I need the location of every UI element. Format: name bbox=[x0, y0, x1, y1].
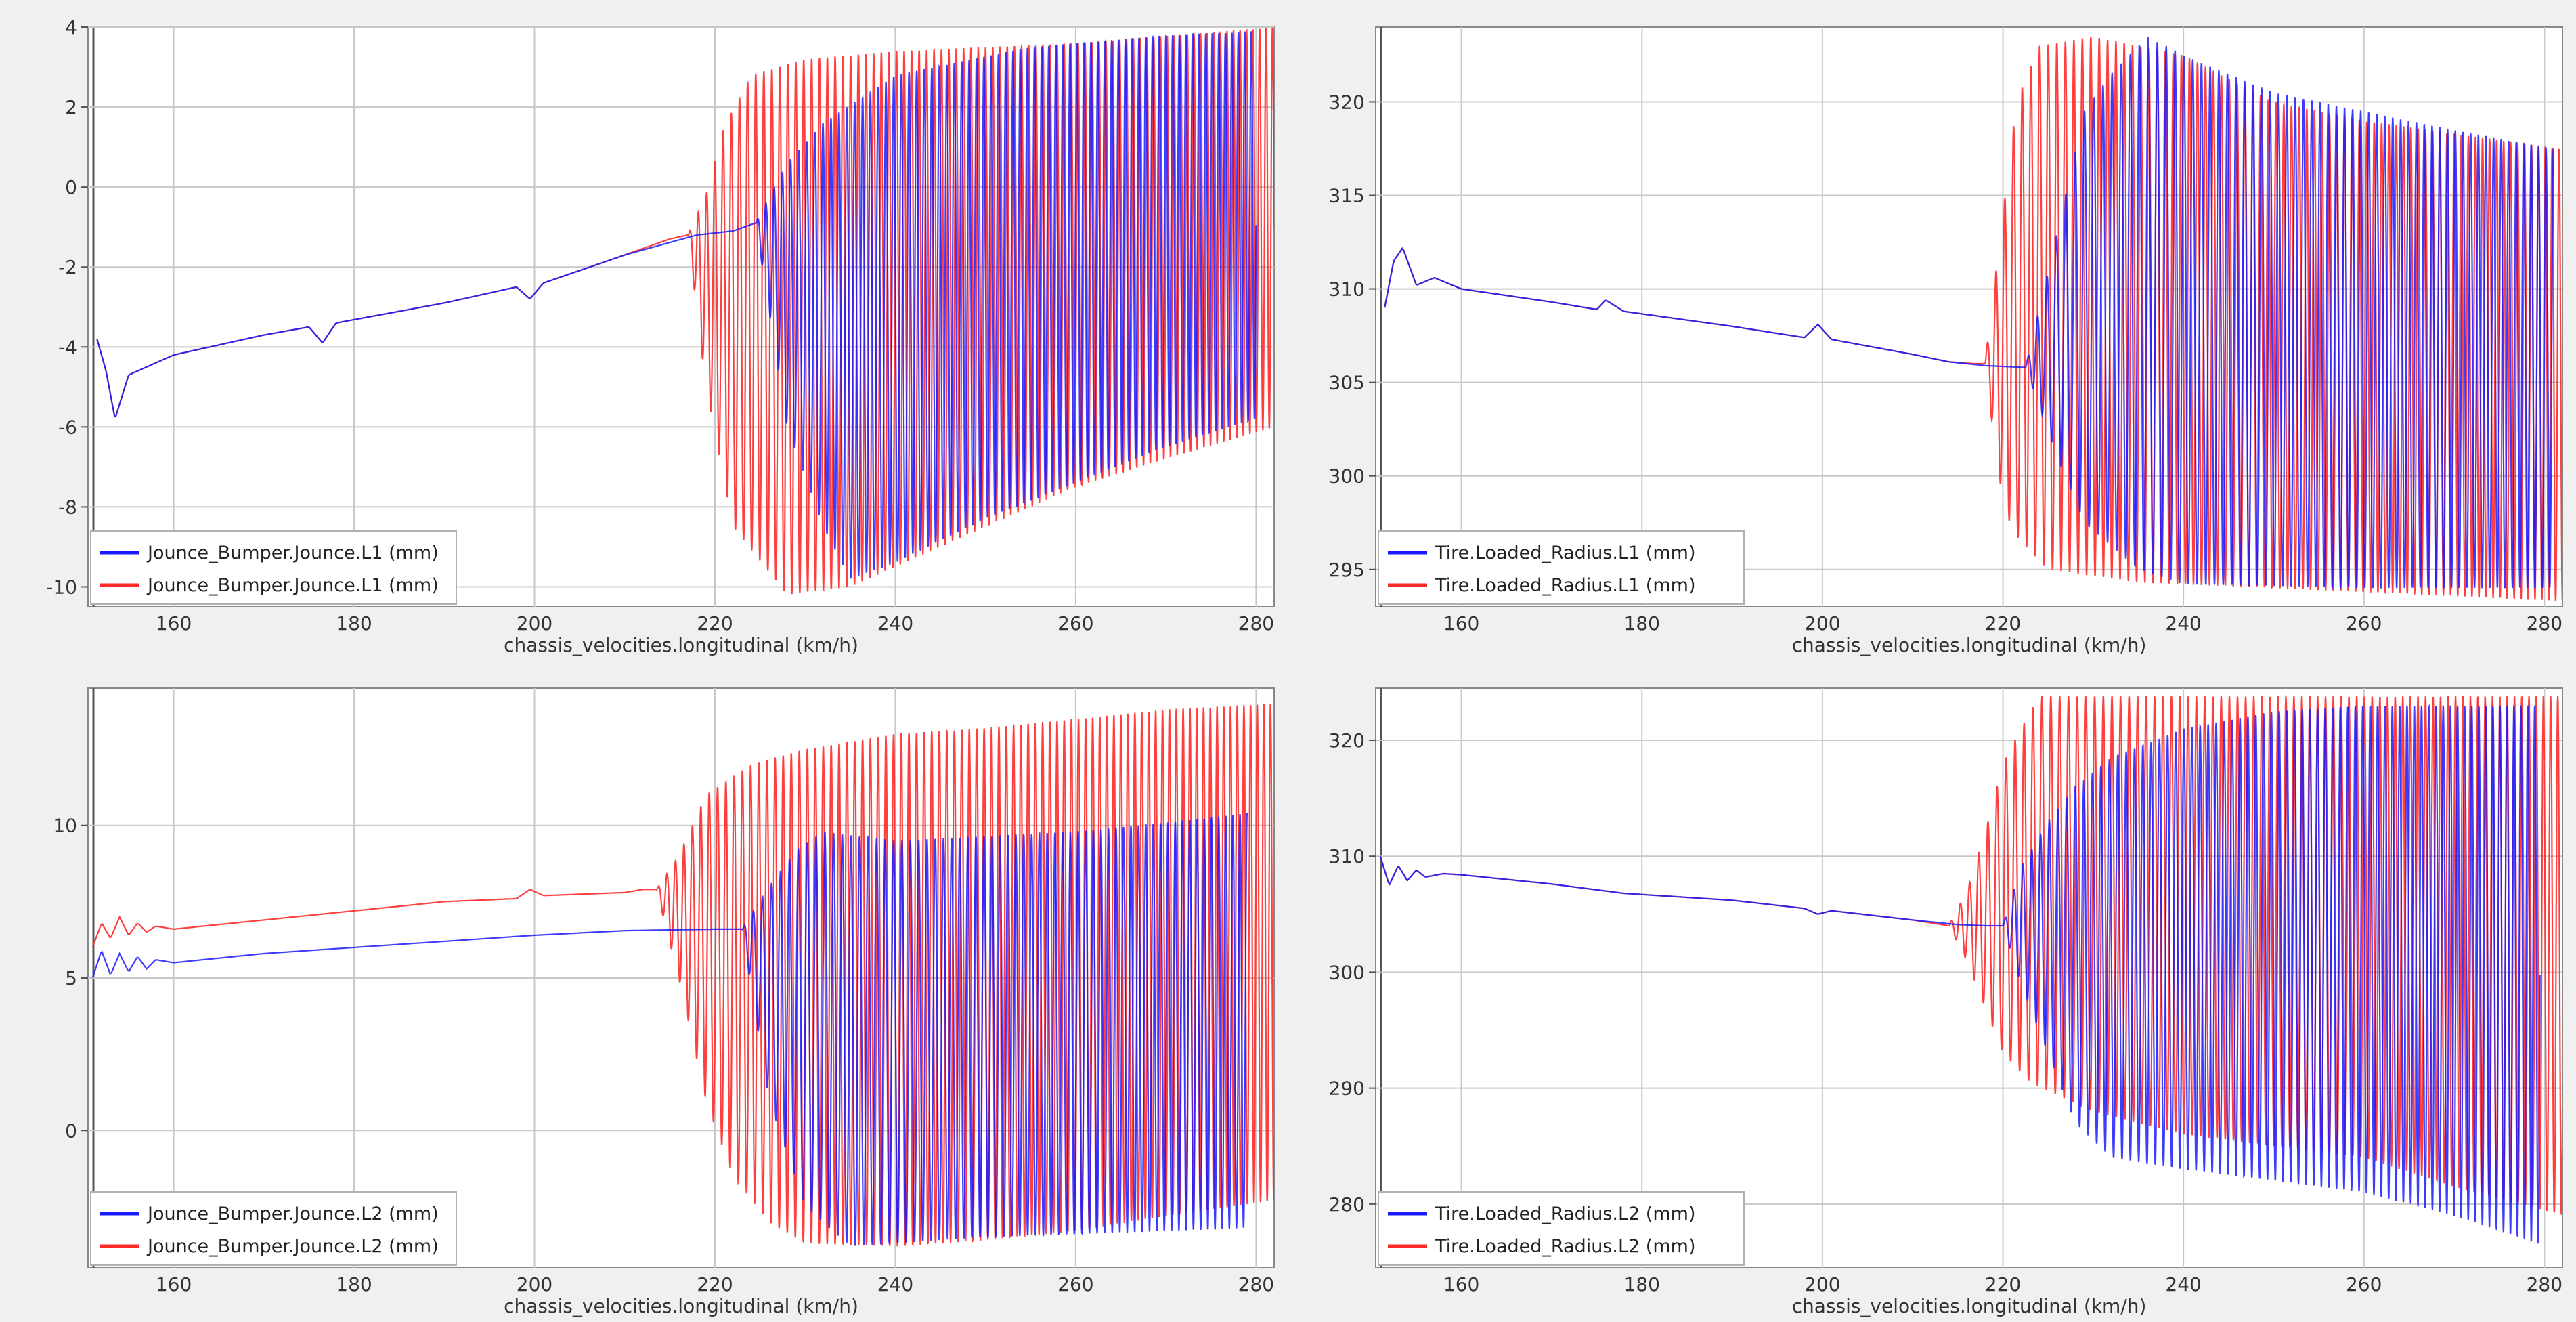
legend: Jounce_Bumper.Jounce.L1 (mm) Jounce_Bump… bbox=[90, 530, 457, 605]
y-tick-label: 300 bbox=[1329, 465, 1365, 488]
legend-box bbox=[90, 1191, 457, 1266]
x-tick-label: 240 bbox=[2165, 1273, 2201, 1296]
y-tick-label: 0 bbox=[65, 1120, 77, 1142]
y-tick-label: 305 bbox=[1329, 372, 1365, 394]
x-tick-label: 160 bbox=[156, 1273, 192, 1296]
x-axis-label: chassis_velocities.longitudinal (km/h) bbox=[1792, 634, 2147, 656]
x-tick-label: 160 bbox=[1443, 1273, 1479, 1296]
legend-label-red: Tire.Loaded_Radius.L1 (mm) bbox=[1435, 575, 1695, 596]
x-tick-label: 260 bbox=[2346, 1273, 2382, 1296]
y-tick-label: 315 bbox=[1329, 185, 1365, 207]
series-line-blue bbox=[91, 813, 1248, 1246]
legend-box bbox=[1378, 1191, 1745, 1266]
x-tick-label: 180 bbox=[336, 1273, 372, 1296]
x-axis-label: chassis_velocities.longitudinal (km/h) bbox=[504, 634, 858, 656]
legend: Jounce_Bumper.Jounce.L2 (mm) Jounce_Bump… bbox=[90, 1191, 457, 1266]
panel-jounce-l2: 160 180 200 220 240 260 280 0 5 10 chassis_veloci… bbox=[0, 661, 1288, 1322]
y-tick-label: 290 bbox=[1329, 1078, 1365, 1100]
x-tick-label: 200 bbox=[517, 1273, 552, 1296]
y-tick-label: 295 bbox=[1329, 559, 1365, 581]
x-tick-label: 280 bbox=[2527, 1273, 2562, 1296]
y-tick-label: 320 bbox=[1329, 91, 1365, 113]
x-tick-label: 280 bbox=[2527, 612, 2562, 635]
x-tick-label: 200 bbox=[1804, 1273, 1840, 1296]
y-tick-label: 310 bbox=[1329, 845, 1365, 868]
x-tick-label: 220 bbox=[697, 612, 733, 635]
x-tick-label: 280 bbox=[1238, 612, 1274, 635]
y-tick-label: 280 bbox=[1329, 1193, 1365, 1216]
series-line-blue bbox=[96, 30, 1257, 579]
legend: Tire.Loaded_Radius.L1 (mm) Tire.Loaded_R… bbox=[1378, 530, 1745, 605]
legend-label-blue: Jounce_Bumper.Jounce.L2 (mm) bbox=[146, 1203, 439, 1224]
chart-radius-l1: 160 180 200 220 240 260 280295300305310315320 … bbox=[1329, 26, 2563, 656]
legend-label-blue: Tire.Loaded_Radius.L1 (mm) bbox=[1435, 542, 1695, 563]
chart-radius-l2: 160 180 200 220 240 260 280 280 290 300 310 320 cha… bbox=[1329, 687, 2563, 1317]
legend-box bbox=[90, 530, 457, 605]
x-axis-label: chassis_velocities.longitudinal (km/h) bbox=[1792, 1295, 2147, 1317]
y-tick-label: 10 bbox=[53, 815, 77, 837]
legend-label-red: Jounce_Bumper.Jounce.L2 (mm) bbox=[146, 1236, 439, 1257]
y-tick-label: 2 bbox=[65, 96, 77, 119]
y-tick-label: 5 bbox=[65, 967, 77, 989]
panel-jounce-l1: 160 180 200 220 240 260 280 -10 -8 -6 -4 -2 0 2 4 chas… bbox=[0, 0, 1288, 661]
x-tick-label: 220 bbox=[1985, 1273, 2021, 1296]
x-tick-label: 220 bbox=[1985, 612, 2021, 635]
panel-radius-l2: 160 180 200 220 240 260 280 280 290 300 310 320 cha… bbox=[1288, 661, 2576, 1322]
legend: Tire.Loaded_Radius.L2 (mm) Tire.Loaded_R… bbox=[1378, 1191, 1745, 1266]
legend-label-blue: Tire.Loaded_Radius.L2 (mm) bbox=[1435, 1203, 1695, 1224]
x-axis-label: chassis_velocities.longitudinal (km/h) bbox=[504, 1295, 858, 1317]
x-tick-label: 280 bbox=[1238, 1273, 1274, 1296]
y-tick-label: 0 bbox=[65, 176, 77, 198]
x-tick-label: 200 bbox=[1804, 612, 1840, 635]
series-line-red bbox=[96, 27, 1274, 595]
y-tick-label: 4 bbox=[65, 16, 77, 39]
y-tick-label: 310 bbox=[1329, 278, 1365, 301]
series-line-blue bbox=[1384, 37, 2554, 590]
x-tick-label: 180 bbox=[336, 612, 372, 635]
y-tick-label: -2 bbox=[58, 256, 77, 278]
y-tick-label: -6 bbox=[58, 416, 77, 438]
x-tick-label: 200 bbox=[517, 612, 552, 635]
chart-jounce-l2: 160 180 200 220 240 260 280 0 5 10 chassis_veloci… bbox=[53, 687, 1275, 1317]
panel-radius-l1: 160 180 200 220 240 260 280 295 300 305 310 315 320 … bbox=[1288, 0, 2576, 661]
series-line-blue bbox=[1379, 704, 2541, 1244]
legend-box bbox=[1378, 530, 1745, 605]
y-tick-label: -4 bbox=[58, 336, 77, 358]
x-tick-label: 240 bbox=[877, 1273, 913, 1296]
y-tick-label: -8 bbox=[58, 496, 77, 518]
x-tick-label: 260 bbox=[1057, 612, 1093, 635]
legend-label-red: Jounce_Bumper.Jounce.L1 (mm) bbox=[146, 575, 439, 596]
x-tick-label: 160 bbox=[156, 612, 192, 635]
legend-label-red: Tire.Loaded_Radius.L2 (mm) bbox=[1435, 1236, 1695, 1257]
x-tick-label: 180 bbox=[1624, 1273, 1660, 1296]
chart-jounce-l1: 160 180 200 220 240 260 280 -10 -8 -6 -4 -2 0 2 4 chas… bbox=[46, 16, 1275, 656]
series-line-red bbox=[91, 703, 1274, 1247]
legend-label-blue: Jounce_Bumper.Jounce.L1 (mm) bbox=[146, 542, 439, 563]
x-tick-label: 260 bbox=[2346, 612, 2382, 635]
x-tick-label: 240 bbox=[877, 612, 913, 635]
y-tick-label: 300 bbox=[1329, 961, 1365, 983]
x-tick-label: 260 bbox=[1057, 1273, 1093, 1296]
x-tick-label: 160 bbox=[1443, 612, 1479, 635]
y-tick-label: 320 bbox=[1329, 729, 1365, 752]
x-tick-label: 180 bbox=[1624, 612, 1660, 635]
x-tick-label: 220 bbox=[697, 1273, 733, 1296]
y-tick-label: -10 bbox=[46, 576, 77, 598]
x-tick-label: 240 bbox=[2165, 612, 2201, 635]
